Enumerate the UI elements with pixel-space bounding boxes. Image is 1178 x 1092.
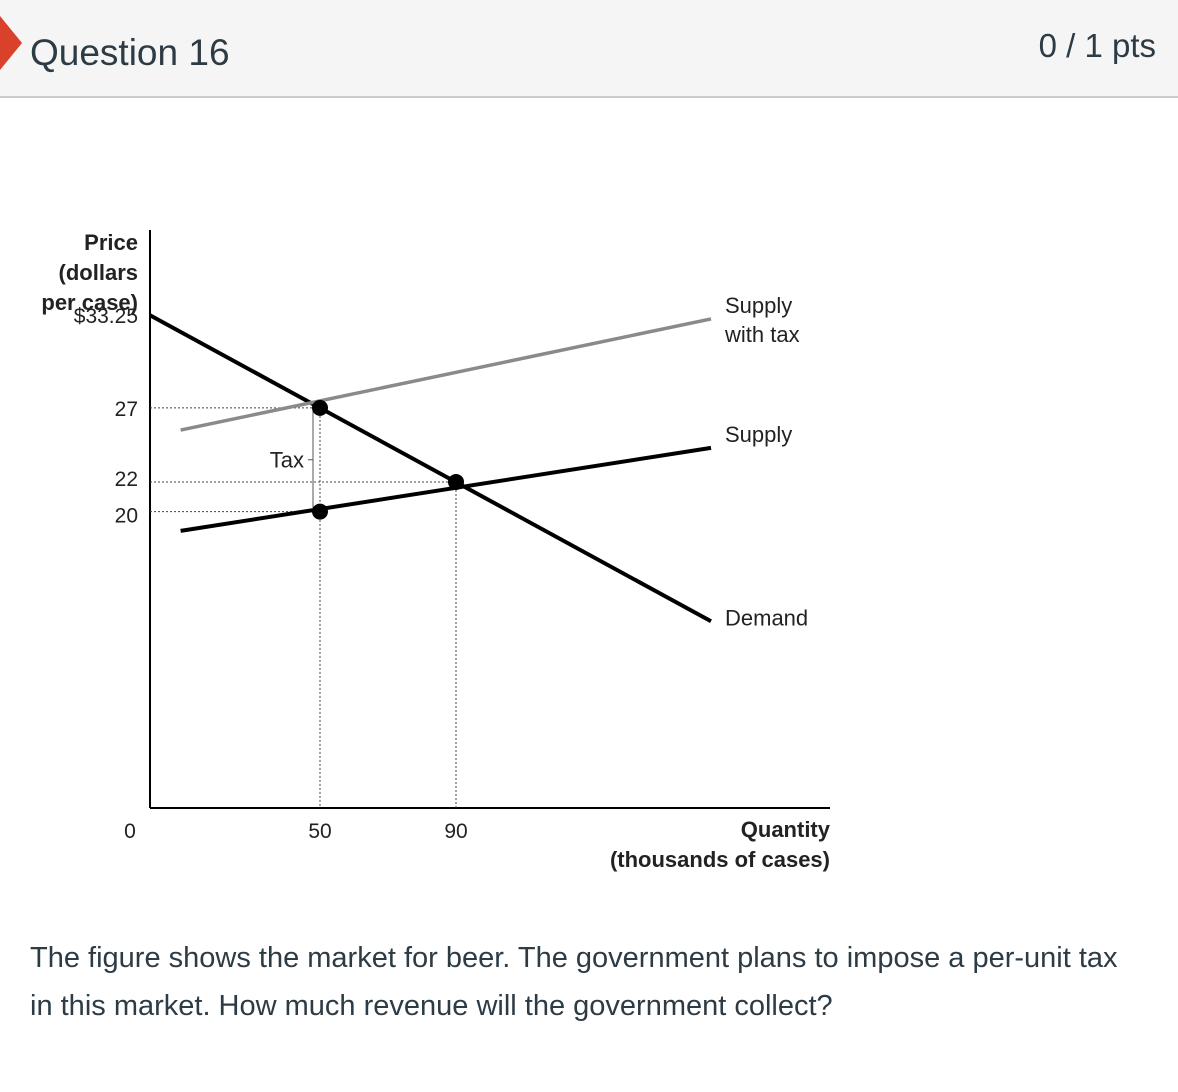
tax-bracket — [308, 409, 314, 510]
chart-container: Demand Supply Supply with tax Tax $33.25 27 22 2… — [0, 100, 1178, 900]
y-axis-label: Price — [84, 230, 138, 255]
y-tick-label: 22 — [115, 468, 138, 491]
flag-marker — [0, 16, 22, 70]
equilibrium-point-3 — [448, 473, 464, 490]
y-axis-label: per case) — [41, 290, 138, 315]
x-axis-label: Quantity — [741, 817, 831, 842]
beer-market-chart: Demand Supply Supply with tax Tax $33.25 27 22 2… — [41, 230, 831, 872]
tax-label: Tax — [270, 448, 304, 473]
y-axis-label: (dollars — [59, 260, 138, 285]
question-text: The figure shows the market for beer. Th… — [30, 942, 1118, 1022]
demand-label: Demand — [725, 605, 808, 630]
supply-with-tax-label: Supply — [725, 293, 792, 318]
supply-line — [180, 445, 712, 533]
x-tick-label: 0 — [124, 820, 136, 843]
question-header: Question 16 0 / 1 pts — [0, 0, 1178, 98]
question-title: Question 16 — [30, 32, 230, 73]
y-tick-label: 20 — [115, 505, 138, 528]
x-tick-label: 50 — [308, 820, 331, 843]
y-tick-label: $33.25 — [74, 305, 138, 328]
x-tick-label: 90 — [444, 820, 467, 843]
supply-with-tax-line — [180, 317, 712, 432]
equilibrium-point-2 — [312, 503, 328, 520]
demand-line — [149, 313, 712, 624]
supply-label: Supply — [725, 422, 792, 447]
equilibrium-point-1 — [312, 399, 328, 416]
y-tick-label: 27 — [115, 398, 138, 421]
supply-with-tax-label: with tax — [724, 322, 800, 347]
x-axis-label: (thousands of cases) — [610, 847, 830, 872]
question-points: 0 / 1 pts — [1038, 27, 1156, 64]
